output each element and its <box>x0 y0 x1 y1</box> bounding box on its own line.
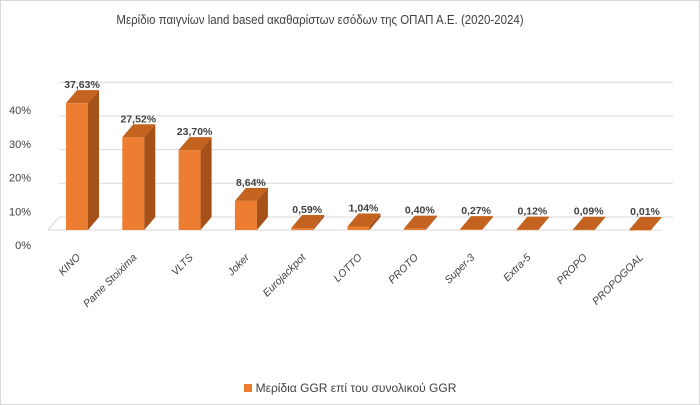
legend-swatch <box>243 384 252 392</box>
data-label: 0,09% <box>574 206 604 218</box>
bar-side <box>369 213 381 230</box>
bar-side <box>256 187 268 230</box>
chart-title: Μερίδιο παιγνίων land based ακαθαρίστων … <box>116 13 524 27</box>
x-tick-label: Pame Stoixima <box>81 252 140 311</box>
data-label: 37,63% <box>64 79 100 91</box>
bar-front <box>629 229 651 231</box>
bar-top <box>516 216 550 230</box>
bar-top <box>291 215 325 229</box>
bar-front <box>234 200 257 230</box>
x-tick-label: Super-3 <box>442 252 477 287</box>
y-tick-label: 10% <box>9 206 31 218</box>
bar-side <box>425 215 437 230</box>
x-tick-label: PROPOGOAL <box>590 252 646 308</box>
bar-front <box>178 150 201 230</box>
x-tick-label: LOTTO <box>332 252 365 285</box>
data-label: 0,12% <box>518 206 548 218</box>
chart-legend: Μερίδια GGR επί του συνολικού GGR <box>0 381 700 395</box>
data-label: 1,04% <box>349 202 379 214</box>
data-label: 0,01% <box>630 206 660 218</box>
bar-front <box>460 229 483 230</box>
bar-front <box>66 103 88 230</box>
data-label: 27,52% <box>120 113 156 125</box>
bar-side <box>594 216 606 230</box>
x-tick-label: VLTS <box>169 252 196 279</box>
y-tick-label: 20% <box>9 173 31 185</box>
y-tick-label: 0% <box>15 240 31 252</box>
bar-top <box>66 90 99 104</box>
x-tick-label: Extra-5 <box>501 252 534 285</box>
x-tick-label: KINO <box>56 252 83 279</box>
bar-side <box>144 124 156 230</box>
bar-front <box>122 137 145 230</box>
bar-top <box>629 216 662 230</box>
bar-top <box>347 213 381 227</box>
legend-label: Μερίδια GGR επί του συνολικού GGR <box>255 381 457 395</box>
bar-top <box>460 216 494 230</box>
bar-front <box>403 228 426 230</box>
bar-side <box>313 215 325 230</box>
bar-top <box>572 216 606 230</box>
bar-top <box>403 215 437 229</box>
bar-top <box>234 187 268 201</box>
bar-side <box>88 90 99 231</box>
bar-side <box>651 216 662 230</box>
floor-side-edge <box>47 216 60 231</box>
x-tick-label: PROPO <box>555 252 590 287</box>
bar-front <box>291 228 314 230</box>
bar-front <box>516 229 539 231</box>
bar-front <box>347 226 370 230</box>
x-tick-label: PROTO <box>386 252 421 287</box>
data-label: 0,40% <box>405 205 435 217</box>
x-tick-label: Eurojackpot <box>261 251 309 299</box>
data-label: 8,64% <box>236 177 266 189</box>
bar-side <box>482 216 494 230</box>
x-tick-label: Joker <box>225 251 253 279</box>
bar-side <box>538 216 550 230</box>
data-label: 0,59% <box>292 204 322 216</box>
y-tick-label: 30% <box>9 139 31 151</box>
y-tick-label: 40% <box>9 105 31 117</box>
bar-front <box>572 229 595 231</box>
bar-top <box>178 137 212 151</box>
data-label: 23,70% <box>177 126 213 138</box>
bar-side <box>200 137 212 230</box>
bar-top <box>122 124 156 138</box>
data-label: 0,27% <box>461 205 491 217</box>
